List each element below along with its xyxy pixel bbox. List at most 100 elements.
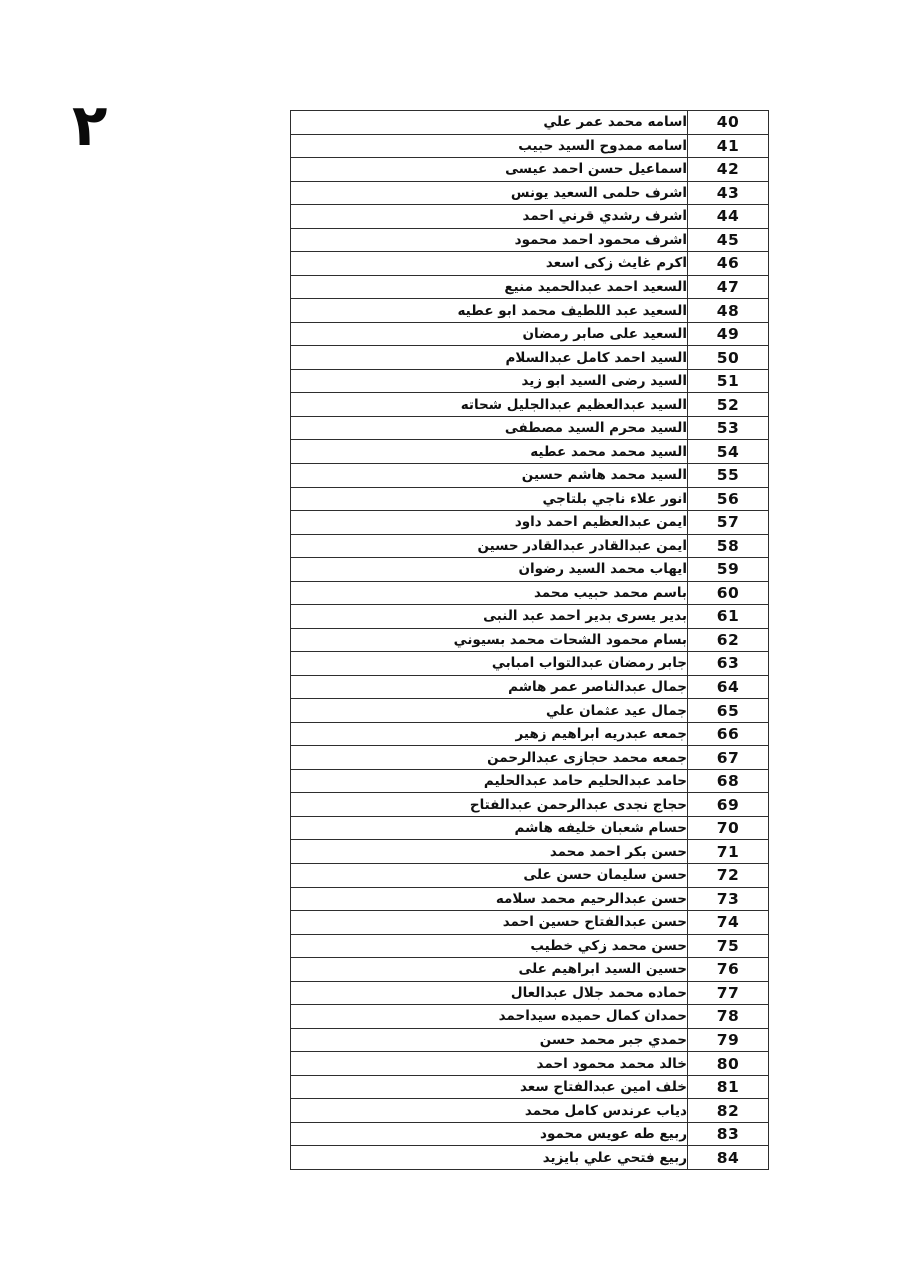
table-row: اسامه ممدوح السيد حبيب 41 xyxy=(290,133,769,159)
person-name: خلف امين عبدالفتاح سعد xyxy=(290,1074,688,1100)
person-name: ايمن عبدالقادر عبدالقادر حسين xyxy=(290,533,688,559)
table-row: اشرف حلمى السعيد يونس 43 xyxy=(290,180,769,206)
row-number: 65 xyxy=(687,698,769,723)
person-name: بدير يسرى بدير احمد عبد النبى xyxy=(290,604,688,629)
table-row: حسام شعبان خليفه هاشم 70 xyxy=(290,815,769,841)
table-row: السيد عبدالعظيم عبدالجليل شحاته 52 xyxy=(290,392,769,417)
table-row: ربيع طه عويس محمود 83 xyxy=(290,1121,769,1147)
row-number: 62 xyxy=(687,627,769,653)
person-name: حماده محمد جلال عبدالعال xyxy=(290,980,688,1006)
table-row: ايمن عبدالقادر عبدالقادر حسين 58 xyxy=(290,533,769,559)
person-name: السعيد عبد اللطيف محمد ابو عطيه xyxy=(290,298,688,323)
row-number: 61 xyxy=(687,604,769,629)
row-number: 78 xyxy=(687,1004,769,1029)
person-name: حسن عبدالفتاح حسين احمد xyxy=(290,910,688,935)
row-number: 83 xyxy=(687,1121,769,1147)
row-number: 68 xyxy=(687,768,769,794)
table-row: السعيد على صابر رمضان 49 xyxy=(290,321,769,347)
row-number: 46 xyxy=(687,251,769,276)
page-number: ٢ xyxy=(72,91,108,159)
table-row: حمدي جبر محمد حسن 79 xyxy=(290,1027,769,1053)
row-number: 71 xyxy=(687,839,769,864)
person-name: ايهاب محمد السيد رضوان xyxy=(290,557,688,582)
row-number: 40 xyxy=(687,110,769,135)
row-number: 80 xyxy=(687,1051,769,1076)
table-row: خالد محمد محمود احمد 80 xyxy=(290,1051,769,1076)
person-name: حمدي جبر محمد حسن xyxy=(290,1027,688,1053)
person-name: حسين السيد ابراهيم على xyxy=(290,957,688,982)
table-row: دياب عرندس كامل محمد 82 xyxy=(290,1098,769,1123)
person-name: اسامه محمد عمر علي xyxy=(290,110,688,135)
table-row: ايهاب محمد السيد رضوان 59 xyxy=(290,557,769,582)
row-number: 44 xyxy=(687,204,769,229)
table-row: السعيد احمد عبدالحميد منيع 47 xyxy=(290,274,769,300)
table-row: اسماعيل حسن احمد عيسى 42 xyxy=(290,157,769,182)
person-name: اشرف حلمى السعيد يونس xyxy=(290,180,688,206)
row-number: 57 xyxy=(687,510,769,535)
row-number: 54 xyxy=(687,439,769,464)
row-number: 67 xyxy=(687,745,769,770)
row-number: 42 xyxy=(687,157,769,182)
table-row: بسام محمود الشحات محمد بسيوني 62 xyxy=(290,627,769,653)
row-number: 47 xyxy=(687,274,769,300)
person-name: باسم محمد حبيب محمد xyxy=(290,580,688,606)
row-number: 70 xyxy=(687,815,769,841)
row-number: 56 xyxy=(687,486,769,512)
row-number: 58 xyxy=(687,533,769,559)
person-name: جابر رمضان عبدالتواب امبابي xyxy=(290,651,688,676)
row-number: 59 xyxy=(687,557,769,582)
table-row: السيد محرم السيد مصطفى 53 xyxy=(290,415,769,441)
table-row: حسن بكر احمد محمد 71 xyxy=(290,839,769,864)
person-name: جمعه محمد حجازى عبدالرحمن xyxy=(290,745,688,770)
person-name: السيد رضى السيد ابو زيد xyxy=(290,368,688,394)
person-name: السيد احمد كامل عبدالسلام xyxy=(290,345,688,370)
table-row: حمدان كمال حميده سيداحمد 78 xyxy=(290,1004,769,1029)
person-name: اسامه ممدوح السيد حبيب xyxy=(290,133,688,159)
row-number: 76 xyxy=(687,957,769,982)
table-row: جمعه محمد حجازى عبدالرحمن 67 xyxy=(290,745,769,770)
person-name: حمدان كمال حميده سيداحمد xyxy=(290,1004,688,1029)
row-number: 84 xyxy=(687,1145,769,1170)
person-name: بسام محمود الشحات محمد بسيوني xyxy=(290,627,688,653)
person-name: السعيد احمد عبدالحميد منيع xyxy=(290,274,688,300)
table-row: السيد محمد محمد عطيه 54 xyxy=(290,439,769,464)
row-number: 51 xyxy=(687,368,769,394)
table-row: حسن سليمان حسن على 72 xyxy=(290,863,769,888)
table-row: حامد عبدالحليم حامد عبدالحليم 68 xyxy=(290,768,769,794)
table-row: ايمن عبدالعظيم احمد داود 57 xyxy=(290,510,769,535)
table-row: جمعه عبدريه ابراهيم زهير 66 xyxy=(290,721,769,747)
row-number: 75 xyxy=(687,933,769,959)
row-number: 73 xyxy=(687,886,769,912)
table-row: السيد رضى السيد ابو زيد 51 xyxy=(290,368,769,394)
person-name: حسن بكر احمد محمد xyxy=(290,839,688,864)
person-name: اسماعيل حسن احمد عيسى xyxy=(290,157,688,182)
person-name: السيد محمد محمد عطيه xyxy=(290,439,688,464)
row-number: 55 xyxy=(687,462,769,488)
row-number: 49 xyxy=(687,321,769,347)
row-number: 53 xyxy=(687,415,769,441)
row-number: 60 xyxy=(687,580,769,606)
person-name: السيد عبدالعظيم عبدالجليل شحاته xyxy=(290,392,688,417)
table-row: السيد محمد هاشم حسين 55 xyxy=(290,462,769,488)
person-name: جمال عبدالناصر عمر هاشم xyxy=(290,674,688,700)
table-row: السعيد عبد اللطيف محمد ابو عطيه 48 xyxy=(290,298,769,323)
table-row: باسم محمد حبيب محمد 60 xyxy=(290,580,769,606)
person-name: حجاج نجدى عبدالرحمن عبدالفتاح xyxy=(290,792,688,817)
person-name: ايمن عبدالعظيم احمد داود xyxy=(290,510,688,535)
table-row: حسن محمد زكي خطيب 75 xyxy=(290,933,769,959)
table-row: حجاج نجدى عبدالرحمن عبدالفتاح 69 xyxy=(290,792,769,817)
table-row: ربيع فتحي علي بايزيد 84 xyxy=(290,1145,769,1170)
table-row: انور علاء ناجي بلتاجي 56 xyxy=(290,486,769,512)
person-name: حسن محمد زكي خطيب xyxy=(290,933,688,959)
row-number: 82 xyxy=(687,1098,769,1123)
row-number: 74 xyxy=(687,910,769,935)
table-row: السيد احمد كامل عبدالسلام 50 xyxy=(290,345,769,370)
row-number: 63 xyxy=(687,651,769,676)
person-name: حسن سليمان حسن على xyxy=(290,863,688,888)
table-row: اشرف محمود احمد محمود 45 xyxy=(290,227,769,253)
row-number: 50 xyxy=(687,345,769,370)
row-number: 43 xyxy=(687,180,769,206)
row-number: 72 xyxy=(687,863,769,888)
person-name: حسام شعبان خليفه هاشم xyxy=(290,815,688,841)
